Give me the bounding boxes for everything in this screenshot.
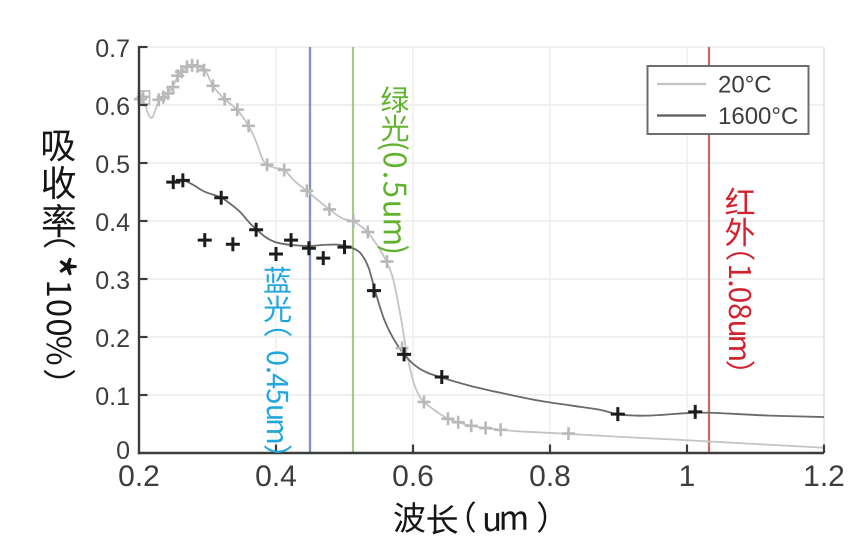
svg-text:0.6: 0.6 [95,93,130,121]
svg-text:0.4: 0.4 [255,460,297,493]
svg-text:0.5: 0.5 [95,151,130,179]
svg-text:0.2: 0.2 [118,460,160,493]
svg-text:0.2: 0.2 [95,325,130,353]
svg-text:0.8: 0.8 [529,460,571,493]
svg-text:0.4: 0.4 [95,209,130,237]
svg-text:0: 0 [116,437,130,465]
svg-text:20°C: 20°C [718,72,772,99]
svg-text:0.6: 0.6 [392,460,434,493]
svg-text:0.3: 0.3 [95,267,130,295]
svg-text:1: 1 [679,460,696,493]
svg-text:1600°C: 1600°C [718,103,798,130]
svg-text:0.7: 0.7 [95,35,130,63]
svg-text:0.1: 0.1 [95,383,130,411]
svg-text:1.2: 1.2 [803,460,845,493]
